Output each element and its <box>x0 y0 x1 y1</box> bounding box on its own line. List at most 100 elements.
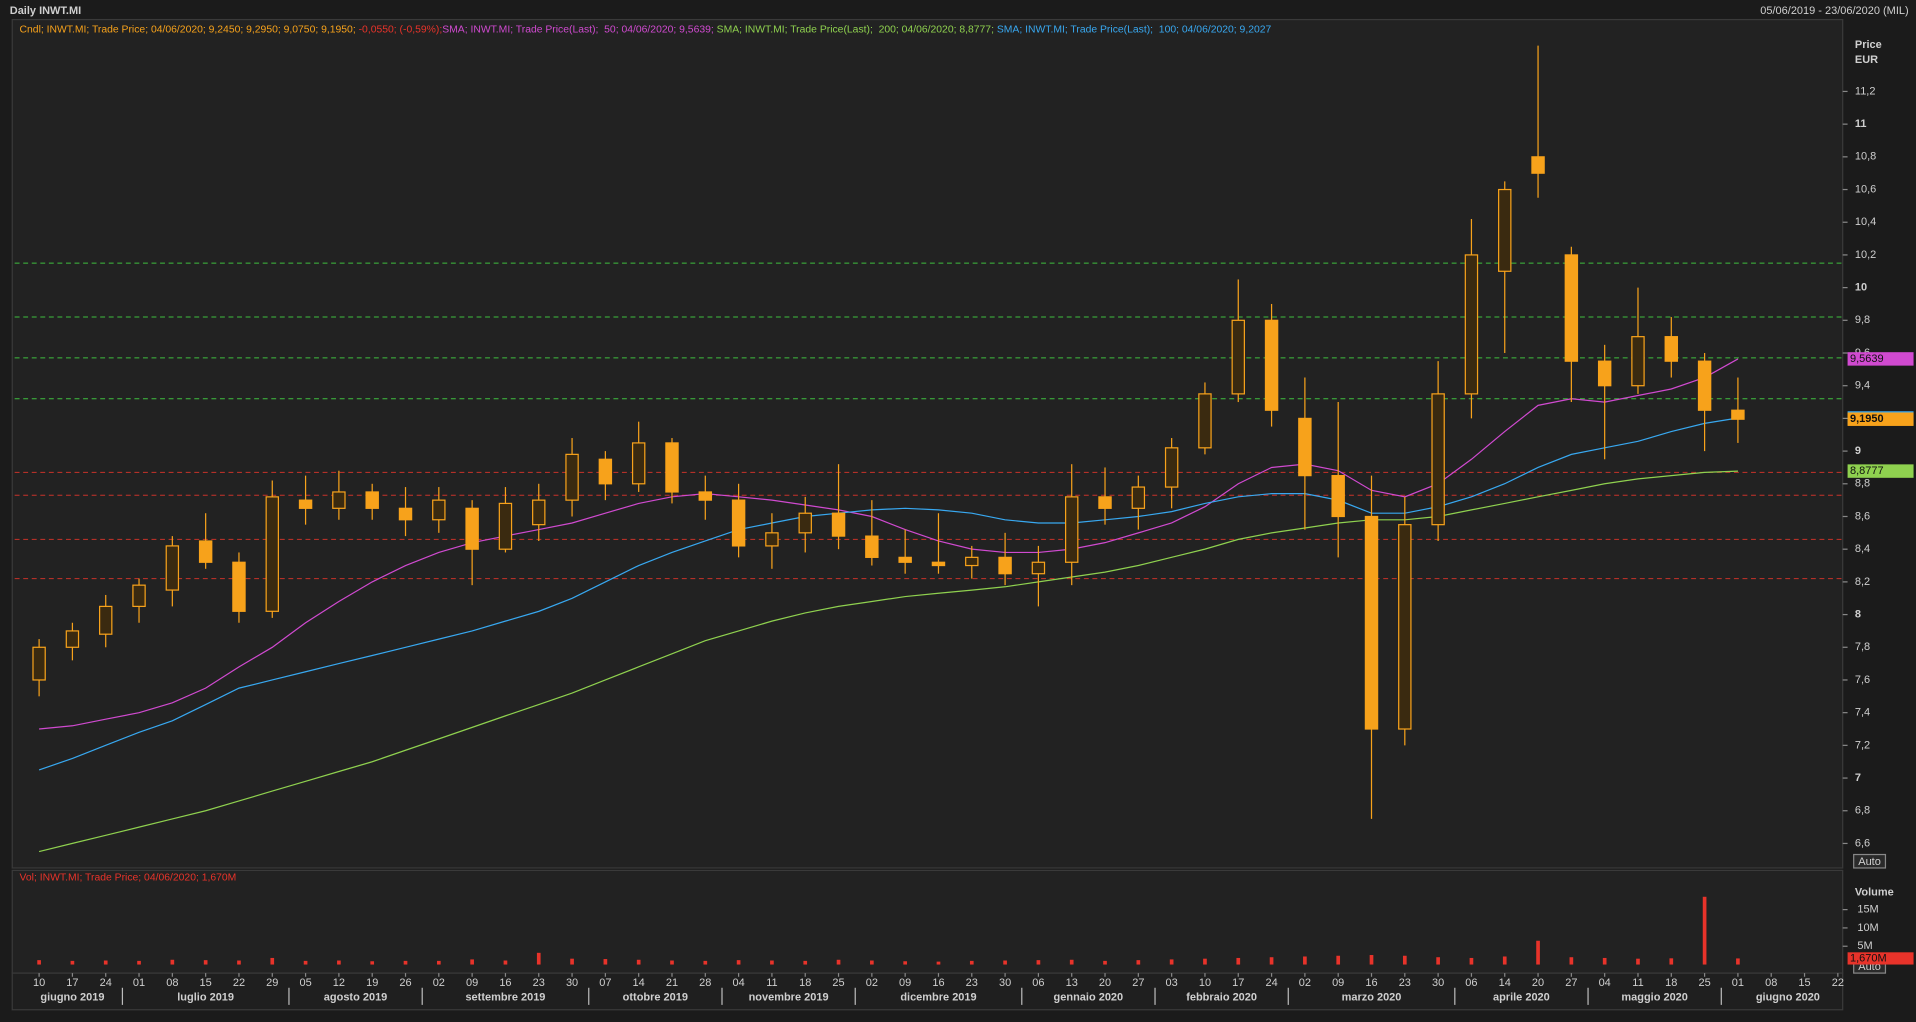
x-tick-label: 25 <box>1698 977 1710 989</box>
volume-bar <box>1469 957 1474 965</box>
candle-body <box>132 584 146 608</box>
x-tick-label: 12 <box>333 977 345 989</box>
candle-body <box>798 512 812 534</box>
candle-body <box>532 499 546 526</box>
x-tick-label: 21 <box>666 977 678 989</box>
volume-bar <box>170 959 175 965</box>
candle-body <box>1564 254 1579 362</box>
y-axis-title: Price <box>1855 39 1882 51</box>
candle-body <box>65 630 80 648</box>
volume-bar <box>703 960 708 965</box>
legend-entry: SMA; INWT.MI; Trade Price(Last); 200; 04… <box>717 24 997 35</box>
volume-bar <box>870 960 874 965</box>
candle-body <box>298 499 313 509</box>
candle-body <box>1431 393 1445 526</box>
candle-body <box>1631 336 1645 387</box>
date-range: 05/06/2019 - 23/06/2020 (MIL) <box>1760 5 1908 17</box>
y-tick-label: 9,4 <box>1855 380 1870 392</box>
x-tick-label: 23 <box>1399 977 1411 989</box>
candle-body <box>598 458 613 485</box>
x-tick-label: 07 <box>599 977 611 989</box>
x-tick-label: 02 <box>866 977 878 989</box>
month-label: luglio 2019 <box>177 991 234 1003</box>
y-tick-label: 9,8 <box>1855 314 1870 326</box>
x-tick-label: 20 <box>1099 977 1111 989</box>
volume-bar <box>1602 957 1607 965</box>
x-tick-label: 01 <box>133 977 145 989</box>
x-tick-label: 27 <box>1132 977 1144 989</box>
volume-bar <box>803 960 808 965</box>
volume-bar <box>1636 958 1640 965</box>
x-tick-label: 19 <box>366 977 378 989</box>
x-tick-label: 25 <box>832 977 844 989</box>
month-label: aprile 2020 <box>1493 991 1550 1003</box>
x-tick-label: 09 <box>899 977 911 989</box>
volume-y-tick-label: 5M <box>1857 940 1872 952</box>
volume-bar <box>736 960 741 965</box>
candle-body <box>465 507 479 550</box>
x-tick-label: 27 <box>1565 977 1577 989</box>
x-tick-label: 20 <box>1532 977 1544 989</box>
candle-body <box>1531 156 1545 174</box>
x-tick-label: 11 <box>1632 977 1643 989</box>
volume-bar <box>1069 959 1074 965</box>
candle-body <box>1498 188 1512 272</box>
x-tick-label: 08 <box>1765 977 1777 989</box>
auto-label[interactable]: Auto <box>1858 856 1881 868</box>
volume-bar <box>70 960 75 965</box>
x-tick-label: 13 <box>1066 977 1078 989</box>
x-tick-label: 15 <box>200 977 212 989</box>
x-tick-label: 14 <box>1499 977 1511 989</box>
candle-body <box>1398 524 1412 730</box>
y-tick-label: 11 <box>1855 118 1867 130</box>
volume-bar <box>137 960 141 965</box>
y-tick-label: 8,2 <box>1855 576 1870 588</box>
value-badge <box>1847 464 1914 478</box>
x-tick-label: 14 <box>633 977 645 989</box>
legend-entry: SMA; INWT.MI; Trade Price(Last); 50; 04/… <box>442 24 716 35</box>
volume-bar <box>403 960 408 965</box>
y-tick-label: 7 <box>1855 772 1861 784</box>
volume-bar <box>969 960 974 965</box>
y-tick-label: 10,4 <box>1855 216 1876 228</box>
x-tick-label: 05 <box>299 977 311 989</box>
volume-bar <box>1436 957 1440 965</box>
candle-body <box>898 556 912 563</box>
legend-entry: -0,0550; (-0,59%); <box>359 24 443 35</box>
x-tick-label: 17 <box>1232 977 1244 989</box>
x-axis-panel <box>11 972 1844 1011</box>
candle-body <box>198 540 213 563</box>
sma-line <box>39 358 1739 730</box>
candle-body <box>232 561 246 612</box>
volume-bar <box>1502 956 1507 965</box>
x-tick-label: 17 <box>66 977 78 989</box>
volume-y-tick-label: 15M <box>1857 904 1878 916</box>
x-tick-label: 16 <box>932 977 944 989</box>
auto-button[interactable] <box>1853 853 1887 869</box>
x-tick-label: 02 <box>433 977 445 989</box>
y-tick-label: 10 <box>1855 282 1867 294</box>
volume-bar <box>503 960 508 965</box>
sma-line <box>38 470 1738 853</box>
value-badge <box>1847 352 1914 366</box>
candle-body <box>498 502 513 550</box>
x-tick-label: 22 <box>1832 977 1844 989</box>
candle-body <box>665 442 679 493</box>
volume-bar <box>370 961 375 965</box>
candle-body <box>165 545 180 591</box>
x-tick-label: 23 <box>533 977 545 989</box>
month-label: maggio 2020 <box>1621 991 1688 1003</box>
candle-body <box>1031 561 1046 575</box>
candle-body <box>1331 475 1345 518</box>
volume-panel <box>11 869 1844 974</box>
volume-badge <box>1847 952 1914 965</box>
y-tick-label: 7,4 <box>1855 707 1870 719</box>
x-tick-label: 16 <box>499 977 511 989</box>
x-tick-label: 30 <box>566 977 578 989</box>
legend: Cndl; INWT.MI; Trade Price; 04/06/2020; … <box>20 24 1272 35</box>
value-badge-label: 9,1950 <box>1850 413 1884 425</box>
volume-bar <box>1402 955 1407 965</box>
volume-bar <box>37 960 41 965</box>
